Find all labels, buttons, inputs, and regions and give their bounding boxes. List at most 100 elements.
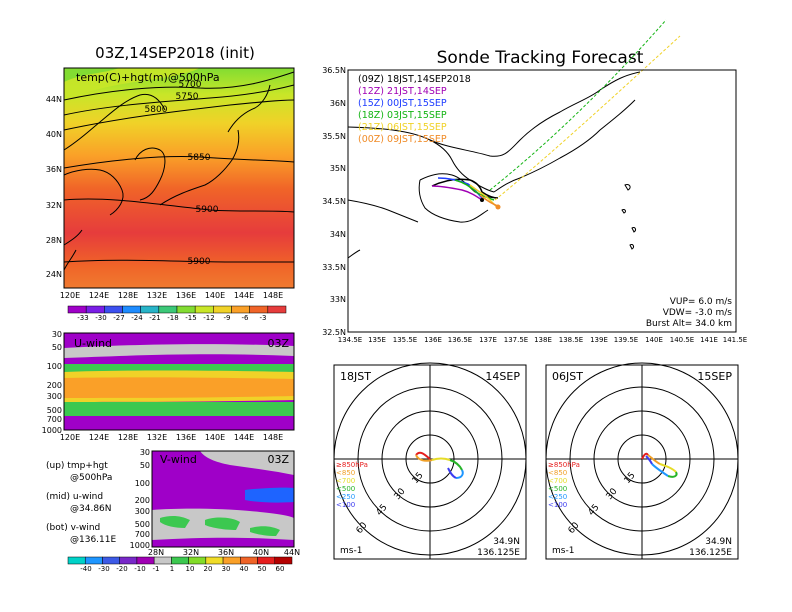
legend-line1b: @500hPa — [70, 473, 112, 483]
launch-18z: (18Z) 03JST,15SEP — [358, 110, 447, 121]
vwind-title: V-wind — [160, 453, 197, 466]
contour-label-5700: 5700 — [179, 80, 202, 90]
vwind-p-1000: 1000 — [130, 541, 150, 550]
tlon-7: 138E — [534, 336, 552, 344]
temp-colorbar-swatch-2 — [104, 305, 123, 314]
vwind-lat-28n: 28N — [148, 548, 164, 557]
hodo-right-seg-lt500 — [667, 471, 678, 478]
uwind-lon-2: 128E — [118, 433, 138, 442]
endpoint-00z — [495, 204, 501, 210]
lon-tick-132e: 132E — [147, 291, 167, 300]
tlon-13: 141E — [700, 336, 718, 344]
level-lt100: <100 — [336, 501, 355, 509]
tracking-map-bg — [348, 70, 736, 332]
uwind-lon-6: 144E — [234, 433, 254, 442]
level-lt700: <700 — [336, 477, 355, 485]
v-colorbar-swatch-9 — [222, 556, 241, 565]
tracking-map: (09Z) 18JST,14SEP2018 (12Z) 21JST,14SEP … — [322, 19, 747, 344]
temperature-field — [64, 68, 294, 288]
lat-tick-44n: 44N — [46, 95, 62, 104]
trajectory-12z — [431, 185, 483, 201]
vwind-lat-44n: 44N — [284, 548, 300, 557]
legend-line2a: (mid) u-wind — [46, 492, 103, 502]
vwind-p-100: 100 — [135, 479, 150, 488]
temp-colorbar-swatch-7 — [194, 305, 214, 314]
temp-colorbar-swatch-9 — [231, 305, 250, 314]
vwind-p-700: 700 — [135, 530, 150, 539]
tbar-label-2: -27 — [113, 314, 124, 322]
r-level-lt250: <250 — [548, 493, 567, 501]
lat-tick-32n: 32N — [46, 201, 62, 210]
uwind-p-100: 100 — [47, 362, 62, 371]
vwind-lat-32n: 32N — [183, 548, 199, 557]
temp-colorbar-swatch-6 — [176, 305, 196, 314]
tlon-0: 134.5E — [338, 336, 362, 344]
tlat-35-5: 35.5N — [322, 132, 346, 141]
hodo-right-unit: ms-1 — [552, 546, 574, 556]
contour-label-5900b: 5900 — [188, 257, 211, 267]
lon-tick-120e: 120E — [60, 291, 80, 300]
level-lt500: <500 — [336, 485, 355, 493]
vwind-frame — [151, 450, 295, 548]
tlat-36-5: 36.5N — [322, 66, 346, 75]
hodo-left-seg-lt700 — [431, 457, 451, 461]
hodo-right-level-legend: ≥850hPa <850 <700 <500 <250 <100 — [548, 461, 580, 509]
r-level-ge850: ≥850hPa — [548, 461, 580, 469]
temperature-colorbar-labels: -33 -30 -27 -24 -21 -18 -15 -12 -9 -6 -3 — [77, 314, 266, 322]
tlat-36: 36N — [330, 99, 346, 108]
tlat-33-5: 33.5N — [322, 263, 346, 272]
hodo-right-seg-lt700 — [659, 463, 677, 473]
main-map: 5700 5750 5800 5850 5900 5900 temp(C)+hg… — [46, 67, 295, 300]
level-lt850: <850 — [336, 469, 355, 477]
lon-tick-140e: 140E — [205, 291, 225, 300]
cold-region — [64, 68, 200, 100]
hodo-left-lon: 136.125E — [477, 548, 520, 558]
vwind-p-300: 300 — [135, 507, 150, 516]
lat-tick-24n: 24N — [46, 270, 62, 279]
launch-00z: (00Z) 09JST,15SEP — [358, 134, 447, 145]
hodo-left-seg-850 — [415, 451, 431, 460]
uwind-p-300: 300 — [47, 392, 62, 401]
vdw-text: VDW= -3.0 m/s — [663, 308, 733, 318]
tlat-32-5: 32.5N — [322, 328, 346, 337]
vbar-label-0: -40 — [80, 565, 91, 573]
tlat-34: 34N — [330, 230, 346, 239]
uwind-p-1000: 1000 — [42, 426, 62, 435]
trajectory-21z-dashed — [494, 35, 681, 201]
uwind-p-50: 50 — [52, 343, 62, 352]
contour-label-5850: 5850 — [188, 153, 211, 163]
tbar-label-9: -6 — [242, 314, 250, 322]
tbar-label-6: -15 — [185, 314, 196, 322]
tracking-params: VUP= 6.0 m/s VDW= -3.0 m/s Burst Alt= 34… — [646, 297, 732, 329]
hodo-right-seg-lt100 — [645, 455, 653, 465]
vup-text: VUP= 6.0 m/s — [670, 297, 733, 307]
contour-label-5800: 5800 — [145, 105, 168, 115]
tracking-lon-ticks: 134.5E 135E 135.5E 136E 136.5E 137E 137.… — [338, 336, 747, 344]
vbar-label-6: 10 — [186, 565, 195, 573]
tbar-label-10: -3 — [260, 314, 267, 322]
burst-alt-text: Burst Alt= 34.0 km — [646, 319, 732, 329]
v-colorbar-swatch-10 — [240, 556, 258, 565]
uwind-green-band-upper — [64, 364, 294, 372]
tlon-12: 140.5E — [670, 336, 694, 344]
launch-12z: (12Z) 21JST,14SEP — [358, 86, 447, 97]
lon-tick-148e: 148E — [263, 291, 283, 300]
tbar-label-8: -9 — [224, 314, 231, 322]
legend-line2b: @34.86N — [70, 504, 112, 514]
temp-colorbar-swatch-5 — [158, 305, 178, 314]
vwind-lat-ticks: 28N 32N 36N 40N 44N — [148, 548, 300, 557]
vwind-colorbar — [67, 556, 293, 565]
uwind-lon-7: 148E — [263, 433, 283, 442]
tlon-5: 137E — [479, 336, 497, 344]
hodo-right-lat: 34.9N — [705, 537, 732, 547]
hodo-left-trace — [415, 451, 464, 479]
lon-tick-136e: 136E — [176, 291, 196, 300]
main-map-lon-ticks: 120E 124E 128E 132E 136E 140E 144E 148E — [60, 291, 283, 300]
tracking-legend: (09Z) 18JST,14SEP2018 (12Z) 21JST,14SEP … — [358, 74, 471, 145]
launch-15z: (15Z) 00JST,15SEP — [358, 98, 447, 109]
legend-line3b: @136.11E — [70, 535, 116, 545]
uwind-p-700: 700 — [47, 415, 62, 424]
tbar-label-3: -24 — [131, 314, 143, 322]
tlon-11: 140E — [645, 336, 663, 344]
temperature-colorbar — [67, 305, 287, 314]
